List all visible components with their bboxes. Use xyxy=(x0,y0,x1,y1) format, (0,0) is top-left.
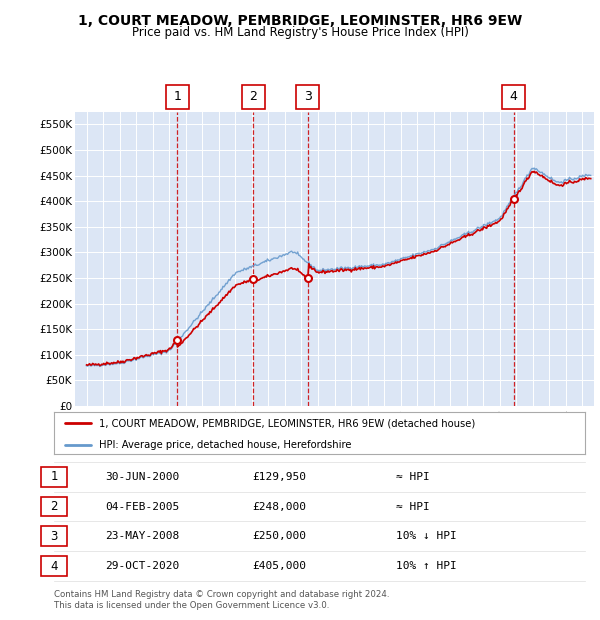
Text: 1, COURT MEADOW, PEMBRIDGE, LEOMINSTER, HR6 9EW (detached house): 1, COURT MEADOW, PEMBRIDGE, LEOMINSTER, … xyxy=(99,418,475,428)
Text: Price paid vs. HM Land Registry's House Price Index (HPI): Price paid vs. HM Land Registry's House … xyxy=(131,26,469,39)
Text: £250,000: £250,000 xyxy=(252,531,306,541)
Text: £129,950: £129,950 xyxy=(252,472,306,482)
Text: 4: 4 xyxy=(509,91,517,103)
Text: 04-FEB-2005: 04-FEB-2005 xyxy=(105,502,179,512)
Text: £248,000: £248,000 xyxy=(252,502,306,512)
Text: £405,000: £405,000 xyxy=(252,561,306,571)
Text: 30-JUN-2000: 30-JUN-2000 xyxy=(105,472,179,482)
Text: Contains HM Land Registry data © Crown copyright and database right 2024.
This d: Contains HM Land Registry data © Crown c… xyxy=(54,590,389,609)
Text: ≈ HPI: ≈ HPI xyxy=(396,472,430,482)
Text: 29-OCT-2020: 29-OCT-2020 xyxy=(105,561,179,571)
Text: 10% ↓ HPI: 10% ↓ HPI xyxy=(396,531,457,541)
Text: 3: 3 xyxy=(304,91,312,103)
Text: HPI: Average price, detached house, Herefordshire: HPI: Average price, detached house, Here… xyxy=(99,440,352,450)
Text: ≈ HPI: ≈ HPI xyxy=(396,502,430,512)
Text: 1: 1 xyxy=(50,471,58,483)
Text: 23-MAY-2008: 23-MAY-2008 xyxy=(105,531,179,541)
Text: 4: 4 xyxy=(50,560,58,572)
Text: 10% ↑ HPI: 10% ↑ HPI xyxy=(396,561,457,571)
Text: 2: 2 xyxy=(50,500,58,513)
Text: 1, COURT MEADOW, PEMBRIDGE, LEOMINSTER, HR6 9EW: 1, COURT MEADOW, PEMBRIDGE, LEOMINSTER, … xyxy=(78,14,522,28)
Text: 3: 3 xyxy=(50,530,58,542)
Text: 1: 1 xyxy=(173,91,181,103)
Text: 2: 2 xyxy=(250,91,257,103)
